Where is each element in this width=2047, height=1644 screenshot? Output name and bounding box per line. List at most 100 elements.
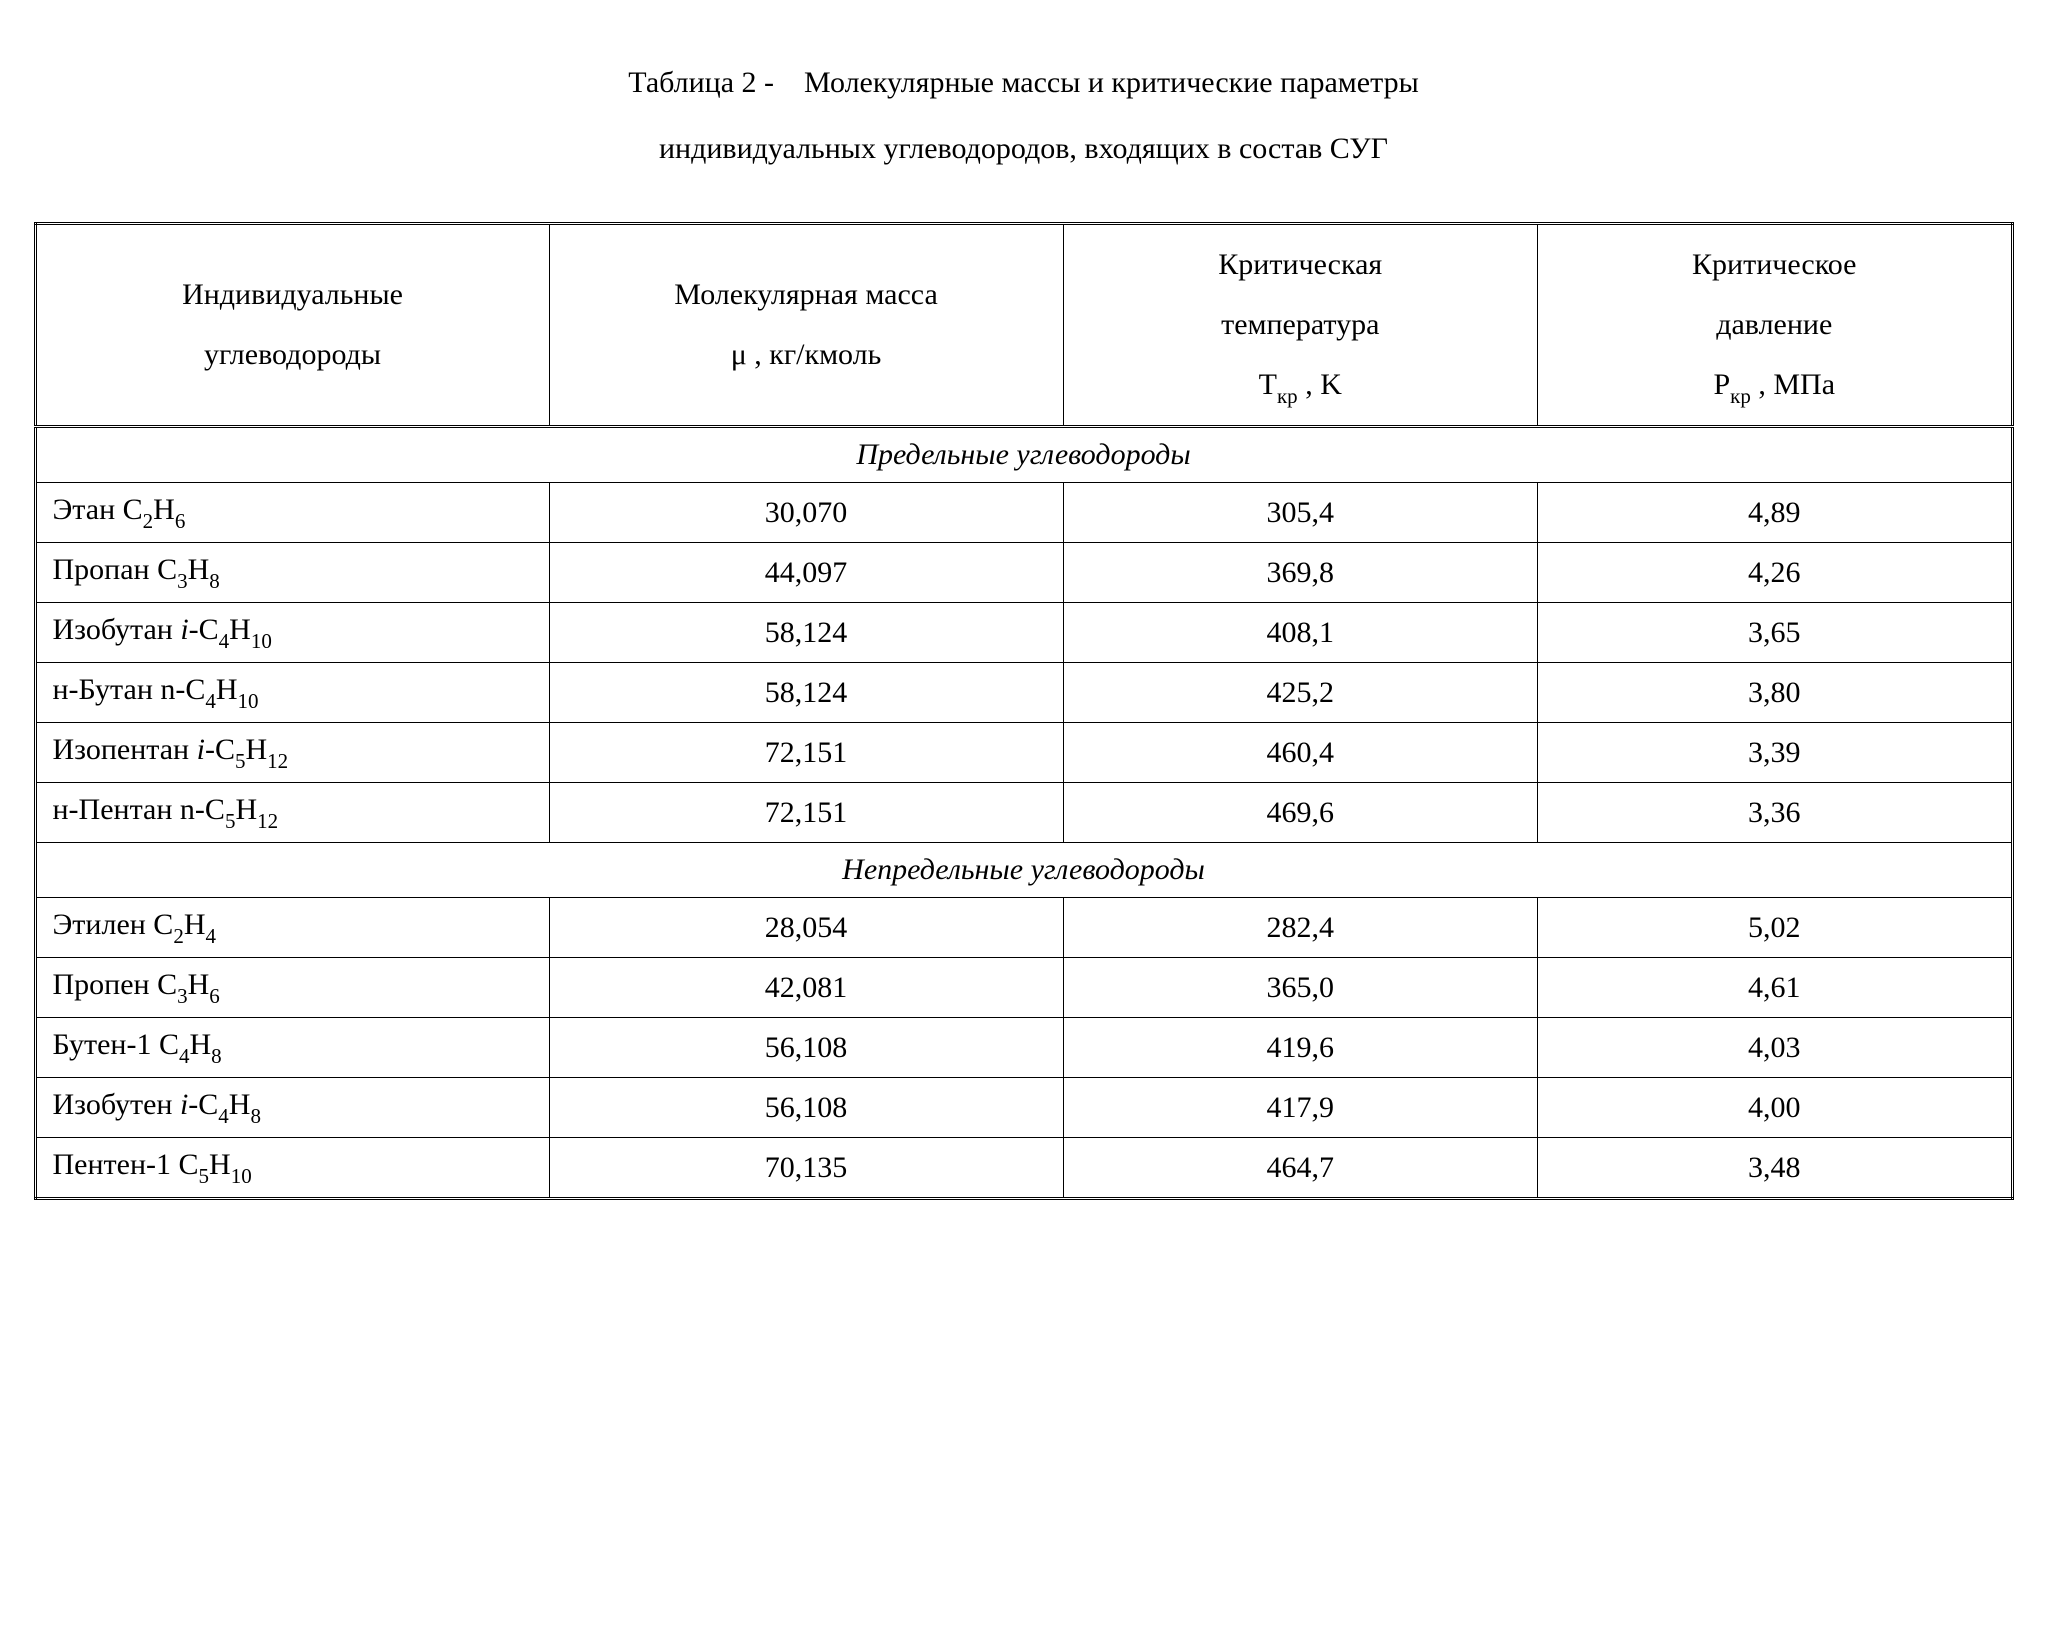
formula-sub: 8 [209, 569, 220, 593]
cell-temp: 369,8 [1063, 543, 1537, 603]
name-text: H [229, 613, 251, 646]
table-row: Изобутан i-C4H10 58,124 408,1 3,65 [35, 603, 2012, 663]
name-text: н-Бутан n-C [53, 673, 206, 706]
cell-temp: 460,4 [1063, 723, 1537, 783]
header-text: P [1713, 368, 1730, 401]
caption-prefix: Таблица 2 - [628, 66, 774, 99]
header-text: давление [1716, 308, 1832, 341]
formula-sub: 10 [251, 629, 272, 653]
formula-sub: 2 [143, 509, 154, 533]
name-text: H [229, 1088, 251, 1121]
cell-name: Изобутен i-C4H8 [35, 1078, 549, 1138]
header-text: Индивидуальные [182, 278, 403, 311]
cell-press: 4,26 [1538, 543, 2013, 603]
cell-mass: 72,151 [549, 723, 1063, 783]
cell-mass: 56,108 [549, 1018, 1063, 1078]
name-text: Изобутан [53, 613, 181, 646]
hydrocarbons-table: Индивидуальные углеводороды Молекулярная… [34, 222, 2014, 1200]
cell-press: 3,48 [1538, 1138, 2013, 1199]
cell-name: Пентен-1 C5H10 [35, 1138, 549, 1199]
formula-sub: 3 [177, 984, 188, 1008]
cell-mass: 56,108 [549, 1078, 1063, 1138]
cell-temp: 305,4 [1063, 483, 1537, 543]
formula-sub: 5 [235, 749, 246, 773]
formula-sub: 2 [173, 924, 184, 948]
formula-sub: 3 [177, 569, 188, 593]
formula-sub: 4 [205, 689, 216, 713]
cell-name: Пропен C3H6 [35, 958, 549, 1018]
cell-mass: 30,070 [549, 483, 1063, 543]
header-text: μ , кг/кмоль [731, 338, 882, 371]
formula-sub: 8 [250, 1104, 261, 1128]
name-text: H [184, 908, 206, 941]
cell-mass: 42,081 [549, 958, 1063, 1018]
header-hydrocarbons: Индивидуальные углеводороды [35, 224, 549, 427]
name-text: H [209, 1148, 231, 1181]
header-sub: кр [1730, 384, 1751, 408]
cell-press: 3,65 [1538, 603, 2013, 663]
section-title: Непредельные углеводороды [35, 843, 2012, 898]
name-text: Пропан C [53, 553, 178, 586]
table-row: Пропан C3H8 44,097 369,8 4,26 [35, 543, 2012, 603]
cell-temp: 464,7 [1063, 1138, 1537, 1199]
name-text: H [188, 553, 210, 586]
header-text: Критическое [1692, 248, 1856, 281]
formula-sub: 4 [179, 1044, 190, 1068]
header-critical-pressure: Критическое давление Pкр , МПа [1538, 224, 2013, 427]
name-text: H [216, 673, 238, 706]
table-row: Этилен C2H4 28,054 282,4 5,02 [35, 898, 2012, 958]
cell-mass: 58,124 [549, 603, 1063, 663]
cell-name: н-Бутан n-C4H10 [35, 663, 549, 723]
header-text: температура [1221, 308, 1379, 341]
name-italic: i [180, 613, 188, 646]
cell-name: Изопентан i-C5H12 [35, 723, 549, 783]
header-text: T [1259, 368, 1277, 401]
header-critical-temperature: Критическая температура Tкр , K [1063, 224, 1537, 427]
name-text: H [188, 968, 210, 1001]
formula-sub: 5 [199, 1164, 210, 1188]
table-row: Пентен-1 C5H10 70,135 464,7 3,48 [35, 1138, 2012, 1199]
name-text: Бутен-1 C [53, 1028, 179, 1061]
cell-temp: 417,9 [1063, 1078, 1537, 1138]
table-row: Этан C2H6 30,070 305,4 4,89 [35, 483, 2012, 543]
cell-name: Этилен C2H4 [35, 898, 549, 958]
formula-sub: 6 [209, 984, 220, 1008]
cell-name: н-Пентан n-C5H12 [35, 783, 549, 843]
header-text: Молекулярная масса [674, 278, 938, 311]
formula-sub: 10 [231, 1164, 252, 1188]
cell-press: 4,61 [1538, 958, 2013, 1018]
table-row: Изобутен i-C4H8 56,108 417,9 4,00 [35, 1078, 2012, 1138]
cell-name: Этан C2H6 [35, 483, 549, 543]
name-text: н-Пентан n-C [53, 793, 225, 826]
table-row: н-Пентан n-C5H12 72,151 469,6 3,36 [35, 783, 2012, 843]
section-saturated: Предельные углеводороды [35, 427, 2012, 483]
cell-temp: 425,2 [1063, 663, 1537, 723]
table-row: Пропен C3H6 42,081 365,0 4,61 [35, 958, 2012, 1018]
cell-name: Пропан C3H8 [35, 543, 549, 603]
name-text: Изопентан [53, 733, 197, 766]
section-title: Предельные углеводороды [35, 427, 2012, 483]
caption-line-1: Таблица 2 - Молекулярные массы и критиче… [74, 50, 1974, 116]
table-caption: Таблица 2 - Молекулярные массы и критиче… [74, 50, 1974, 182]
name-text: H [235, 793, 257, 826]
cell-temp: 469,6 [1063, 783, 1537, 843]
header-text: , K [1298, 368, 1342, 401]
cell-temp: 282,4 [1063, 898, 1537, 958]
cell-press: 5,02 [1538, 898, 2013, 958]
header-molecular-mass: Молекулярная масса μ , кг/кмоль [549, 224, 1063, 427]
cell-mass: 72,151 [549, 783, 1063, 843]
name-text: Этилен C [53, 908, 174, 941]
formula-sub: 4 [219, 629, 230, 653]
table-row: Изопентан i-C5H12 72,151 460,4 3,39 [35, 723, 2012, 783]
cell-press: 3,36 [1538, 783, 2013, 843]
header-text: Критическая [1218, 248, 1382, 281]
caption-text-1: Молекулярные массы и критические парамет… [804, 66, 1419, 99]
table-row: Бутен-1 C4H8 56,108 419,6 4,03 [35, 1018, 2012, 1078]
name-text: H [189, 1028, 211, 1061]
formula-sub: 4 [218, 1104, 229, 1128]
cell-mass: 28,054 [549, 898, 1063, 958]
name-text: Пропен C [53, 968, 178, 1001]
section-unsaturated: Непредельные углеводороды [35, 843, 2012, 898]
caption-line-2: индивидуальных углеводородов, входящих в… [74, 116, 1974, 182]
cell-press: 3,39 [1538, 723, 2013, 783]
